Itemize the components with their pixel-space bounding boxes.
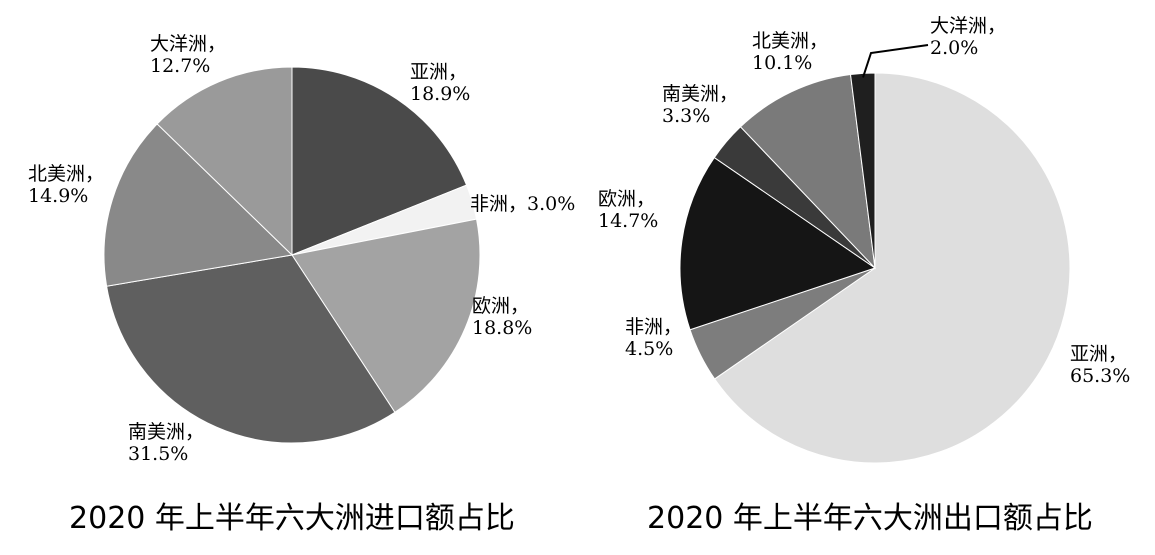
slice-label-export-0: 亚洲， 65.3%: [1070, 343, 1130, 387]
pie-slice-export-4: [739, 73, 876, 270]
pie-slice-import-4: [103, 123, 294, 287]
slice-label-import-0: 亚洲， 18.9%: [410, 61, 470, 105]
import-pie-chart: 亚洲， 18.9% 非洲，3.0% 欧洲， 18.8% 南美洲， 31.5% 北美洲， 14.9…: [28, 33, 575, 465]
slice-label-import-1: 非洲，3.0%: [470, 193, 575, 215]
pie-slice-import-3: [106, 254, 396, 444]
export-chart-title: 2020 年上半年六大洲出口额占比: [647, 501, 1093, 536]
slice-label-import-2: 欧洲， 18.8%: [472, 295, 532, 339]
slice-label-import-4: 北美洲， 14.9%: [28, 163, 104, 207]
slice-label-import-5: 大洋洲， 12.7%: [150, 33, 226, 77]
slice-label-import-3: 南美洲， 31.5%: [128, 421, 204, 465]
pie-slice-export-5: [849, 72, 876, 269]
import-chart-title: 2020 年上半年六大洲进口额占比: [69, 501, 515, 536]
pie-slice-import-0: [291, 66, 468, 256]
pie-slice-export-2: [679, 156, 877, 331]
slice-label-export-2: 欧洲， 14.7%: [598, 188, 658, 232]
pie-slice-import-2: [291, 218, 481, 414]
slice-label-export-1: 非洲， 4.5%: [625, 316, 682, 360]
export-pie-chart: 亚洲， 65.3% 非洲， 4.5% 欧洲， 14.7% 南美洲， 3.3% 北美洲， 10.1%…: [598, 15, 1130, 464]
slice-label-export-4: 北美洲， 10.1%: [752, 30, 828, 74]
leader-line-5: [862, 44, 929, 78]
pie-slice-export-0: [713, 72, 1071, 464]
slice-label-export-3: 南美洲， 3.3%: [662, 83, 738, 127]
pie-slice-import-5: [156, 66, 293, 257]
slice-label-export-5: 大洋洲， 2.0%: [930, 15, 1006, 59]
